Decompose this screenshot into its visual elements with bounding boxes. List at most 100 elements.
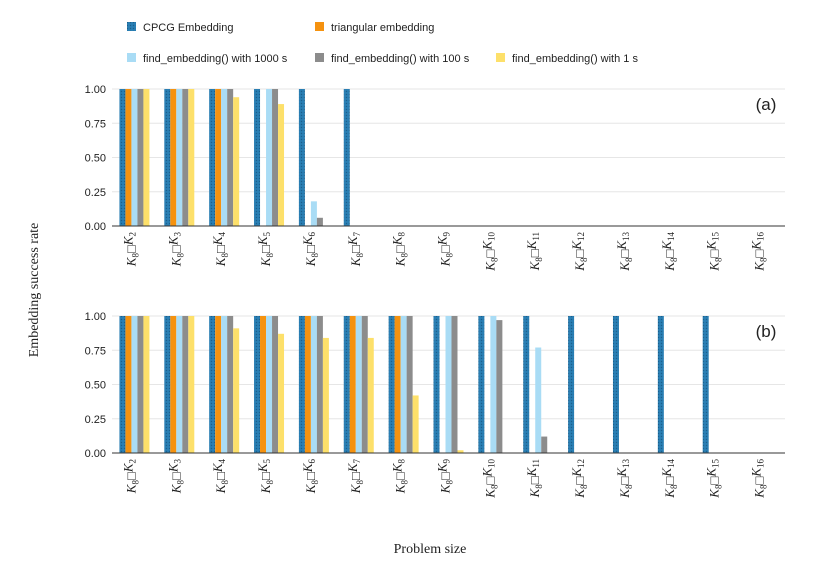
bar — [361, 316, 368, 453]
bar — [343, 316, 350, 453]
x-tick-label: K8□K6 — [300, 459, 320, 495]
bar — [349, 316, 356, 453]
bar — [388, 316, 395, 453]
legend-label: find_embedding() with 1 s — [512, 53, 638, 65]
legend-label: CPCG Embedding — [143, 22, 234, 34]
x-tick-label: K8□K16 — [749, 232, 769, 272]
legend-entry: CPCG Embedding — [127, 22, 234, 34]
y-tick-label: 0.00 — [85, 221, 106, 233]
legend-swatch — [496, 53, 505, 62]
x-tick-label: K8□K7 — [345, 232, 365, 268]
legend-entry: triangular embedding — [315, 22, 434, 34]
bar — [215, 89, 222, 226]
y-tick-label: 0.75 — [85, 118, 106, 130]
bar — [496, 320, 503, 453]
bar — [119, 316, 126, 453]
bar — [176, 316, 183, 453]
bar — [227, 316, 234, 453]
x-tick-label: K8□K11 — [524, 232, 544, 271]
y-tick-label: 0.25 — [85, 187, 106, 199]
x-tick-label: K8□K5 — [255, 459, 275, 495]
bar — [490, 316, 497, 453]
bar — [355, 316, 362, 453]
x-tick-label: K8□K9 — [435, 459, 455, 495]
bar — [451, 316, 458, 453]
bar — [254, 89, 261, 226]
x-tick-label: K8□K4 — [210, 232, 230, 268]
bar — [433, 316, 440, 453]
x-tick-label: K8□K15 — [704, 232, 724, 272]
bar — [316, 217, 323, 226]
bar — [612, 316, 619, 453]
legend-swatch — [127, 53, 136, 62]
bar — [143, 316, 150, 453]
bar — [400, 316, 407, 453]
panel-tag: (b) — [756, 322, 777, 341]
bar — [131, 89, 138, 226]
bar — [221, 316, 228, 453]
x-tick-label: K8□K4 — [210, 459, 230, 495]
y-tick-label: 0.75 — [85, 345, 106, 357]
x-tick-label: K8□K12 — [569, 459, 589, 499]
bar — [260, 316, 267, 453]
bar — [298, 89, 305, 226]
legend-label: find_embedding() with 100 s — [331, 53, 470, 65]
bar — [170, 89, 177, 226]
legend-entry: find_embedding() with 100 s — [315, 53, 470, 65]
panel-a: 0.00 0.25 0.50 0.75 1.00 K8□K2 K8□K3 K8□K4 K8□K5… — [85, 84, 785, 272]
bar — [535, 347, 542, 453]
bar — [310, 316, 317, 453]
bar — [702, 316, 709, 453]
bar — [125, 89, 132, 226]
bar — [272, 316, 279, 453]
bar — [215, 316, 222, 453]
bar — [478, 316, 485, 453]
bar — [298, 316, 305, 453]
bar — [406, 316, 413, 453]
y-axis-title: Embedding success rate — [27, 223, 42, 358]
y-tick-label: 1.00 — [85, 311, 106, 323]
legend: CPCG Embedding triangular embedding find_e… — [127, 22, 638, 65]
x-tick-label: K8□K7 — [345, 459, 365, 495]
bar — [343, 89, 350, 226]
y-tick-label: 0.00 — [85, 448, 106, 460]
bar — [170, 316, 177, 453]
x-tick-label: K8□K8 — [390, 459, 410, 495]
bar — [209, 316, 216, 453]
x-tick-label: K8□K5 — [255, 232, 275, 268]
bar — [221, 89, 228, 226]
x-tick-label: K8□K3 — [165, 459, 185, 495]
bar — [233, 328, 240, 453]
bar — [182, 316, 189, 453]
bar — [278, 333, 285, 453]
bar — [125, 316, 132, 453]
panel-b: 0.00 0.25 0.50 0.75 1.00 K8□K2 K8□K3 K8□K4 K8□K5… — [85, 311, 785, 499]
bar — [182, 89, 189, 226]
bar — [304, 316, 311, 453]
bar — [445, 316, 452, 453]
bar — [394, 316, 401, 453]
bar — [322, 337, 329, 453]
y-tick-label: 0.25 — [85, 414, 106, 426]
bar — [209, 89, 216, 226]
bar — [568, 316, 575, 453]
bar — [266, 89, 273, 226]
panel-tag: (a) — [756, 95, 777, 114]
legend-label: find_embedding() with 1000 s — [143, 53, 288, 65]
legend-entry: find_embedding() with 1 s — [496, 53, 638, 65]
legend-entry: find_embedding() with 1000 s — [127, 53, 288, 65]
bar — [541, 436, 548, 453]
bar — [457, 450, 464, 453]
x-tick-label: K8□K6 — [300, 232, 320, 268]
bar — [367, 337, 374, 453]
bar — [164, 316, 171, 453]
bar — [233, 97, 240, 226]
bar — [657, 316, 664, 453]
bar — [188, 89, 195, 226]
bar — [131, 316, 138, 453]
bar — [227, 89, 234, 226]
legend-swatch — [127, 22, 136, 31]
x-tick-label: K8□K9 — [435, 232, 455, 268]
bar — [412, 395, 419, 453]
